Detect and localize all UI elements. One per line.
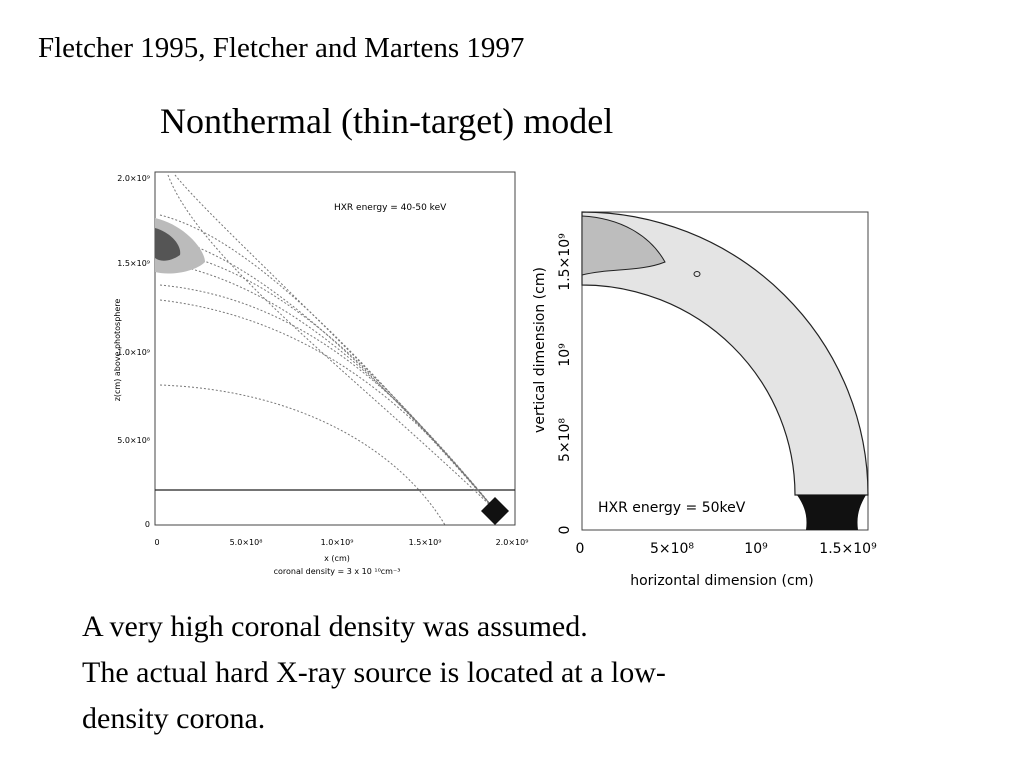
right-figure: HXR energy = 50keV 0 5×10⁸ 10⁹ 1.5×10⁹ v… <box>532 211 877 589</box>
y-axis-label: z(cm) above photosphere <box>113 299 122 402</box>
source-core <box>155 228 181 261</box>
y-tick-label: 1.5×10⁹ <box>557 233 573 291</box>
y-tick-label: 5.0×10⁸ <box>117 436 150 445</box>
field-lines <box>159 174 496 526</box>
y-tick-label: 10⁹ <box>557 343 573 367</box>
y-tick-label: 1.0×10⁹ <box>117 348 150 357</box>
left-figure: HXR energy = 40-50 keV 2.0×10⁹ 1.5×10⁹ 1… <box>113 171 529 576</box>
y-tick-label: 0 <box>557 526 573 535</box>
x-tick-label: 5×10⁸ <box>650 541 694 557</box>
x-tick-label: 0 <box>576 541 585 557</box>
loop <box>581 211 869 496</box>
body-line: density corona. <box>82 702 266 735</box>
x-tick-label: 1.5×10⁹ <box>409 538 442 547</box>
citation: Fletcher 1995, Fletcher and Martens 1997 <box>38 32 525 64</box>
x-tick-label: 0 <box>154 538 159 547</box>
y-tick-label: 2.0×10⁹ <box>117 174 150 183</box>
footpoint <box>797 495 866 530</box>
footpoint <box>481 497 509 525</box>
looptop-source <box>581 215 666 276</box>
footnote: coronal density = 3 x 10 ¹⁰cm⁻³ <box>274 567 401 576</box>
annotation: HXR energy = 40-50 keV <box>334 203 447 213</box>
body-line: A very high coronal density was assumed. <box>82 610 588 643</box>
contour <box>693 271 701 277</box>
title: Nonthermal (thin-target) model <box>160 101 614 141</box>
annotation: HXR energy = 50keV <box>598 500 746 516</box>
body-line: The actual hard X-ray source is located … <box>82 656 666 689</box>
y-tick-label: 5×10⁸ <box>557 418 573 462</box>
y-tick-label: 1.5×10⁹ <box>117 259 150 268</box>
x-tick-label: 1.0×10⁹ <box>321 538 354 547</box>
plot-frame <box>154 171 516 526</box>
plot-frame <box>581 211 869 531</box>
x-tick-label: 10⁹ <box>744 541 768 557</box>
x-tick-label: 5.0×10⁸ <box>230 538 263 547</box>
y-axis-label: vertical dimension (cm) <box>532 267 548 433</box>
x-axis-label: horizontal dimension (cm) <box>630 573 814 589</box>
x-axis-label: x (cm) <box>324 554 350 563</box>
x-tick-label: 1.5×10⁹ <box>819 541 877 557</box>
x-tick-label: 2.0×10⁹ <box>496 538 529 547</box>
y-tick-label: 0 <box>145 520 150 529</box>
